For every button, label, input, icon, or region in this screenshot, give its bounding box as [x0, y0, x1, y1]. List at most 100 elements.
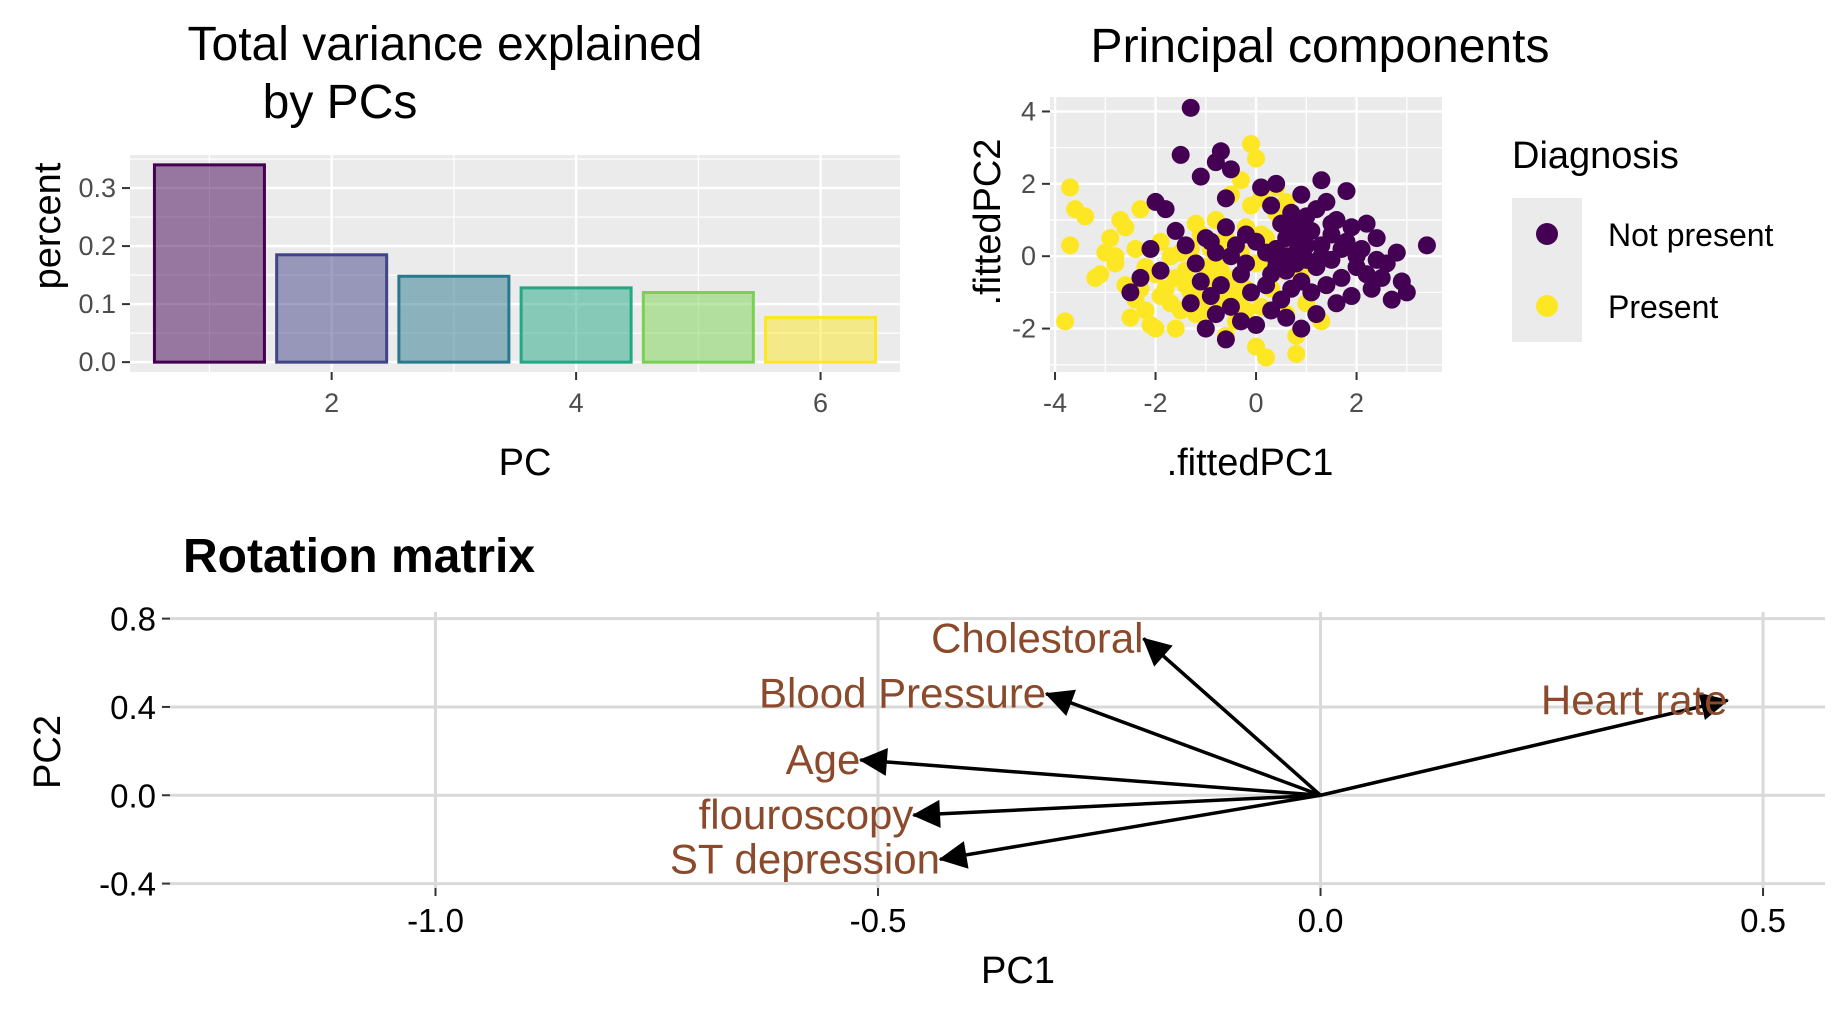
arrow-label-st-depression: ST depression	[670, 835, 940, 882]
x-tick-label: -0.5	[850, 902, 907, 939]
y-tick-label: 0.1	[78, 289, 116, 319]
point-not-present	[1196, 319, 1215, 338]
legend-key-present	[1536, 295, 1558, 317]
point-not-present	[1252, 178, 1271, 197]
point-not-present	[1141, 239, 1160, 258]
x-tick-label: 6	[813, 388, 828, 418]
diagnosis-legend: Diagnosis Not present Present	[1512, 135, 1774, 342]
point-present	[1131, 200, 1150, 219]
x-tick-label: 4	[569, 388, 584, 418]
point-not-present	[1342, 218, 1361, 237]
pca-scatter-points	[1056, 98, 1436, 367]
y-tick-label: 0.8	[110, 601, 156, 638]
point-not-present	[1307, 200, 1326, 219]
variance-chart-title-line2: by PCs	[263, 76, 418, 129]
point-not-present	[1216, 330, 1235, 349]
point-present	[1111, 211, 1130, 230]
rotation-matrix-chart: Rotation matrix Cholestoral Blood Pressur…	[27, 530, 1825, 992]
point-present	[1121, 308, 1140, 327]
point-not-present	[1166, 221, 1185, 240]
y-tick-label: 0.0	[78, 347, 116, 377]
point-present	[1086, 268, 1105, 287]
rotation-matrix-ticks: -0.4 0.0 0.4 0.8 -1.0 -0.5 0.0 0.5	[99, 601, 1786, 939]
point-not-present	[1287, 218, 1306, 237]
point-present	[1247, 149, 1266, 168]
y-tick-label: 0.3	[78, 173, 116, 203]
point-not-present	[1367, 250, 1386, 269]
arrow-cholestoral	[1142, 637, 1322, 797]
point-present	[1136, 301, 1155, 320]
y-tick-label: 2	[1021, 169, 1036, 199]
point-not-present	[1221, 297, 1240, 316]
point-not-present	[1417, 236, 1436, 255]
point-present	[1287, 344, 1306, 363]
point-not-present	[1312, 171, 1331, 190]
point-present	[1061, 178, 1080, 197]
point-not-present	[1201, 232, 1220, 251]
variance-bar-pc3	[397, 274, 511, 364]
y-tick-label: 0.4	[110, 689, 156, 726]
point-not-present	[1297, 236, 1316, 255]
point-not-present	[1317, 276, 1336, 295]
arrow-label-blood-pressure: Blood Pressure	[759, 670, 1046, 717]
point-not-present	[1337, 182, 1356, 201]
variance-bar-pc4	[519, 286, 633, 364]
point-not-present	[1191, 167, 1210, 186]
point-present	[1056, 312, 1075, 331]
point-not-present	[1367, 229, 1386, 248]
arrow-blood-pressure	[1044, 689, 1322, 797]
point-not-present	[1307, 305, 1326, 324]
point-not-present	[1382, 290, 1401, 309]
point-present	[1186, 214, 1205, 233]
variance-bar-pc5	[641, 291, 755, 364]
point-not-present	[1272, 214, 1291, 233]
arrow-label-age: Age	[786, 736, 861, 783]
y-tick-label: 0.0	[110, 777, 156, 814]
point-not-present	[1181, 98, 1200, 117]
legend-key-not-present	[1536, 223, 1558, 245]
point-not-present	[1121, 283, 1140, 302]
point-present	[1257, 348, 1276, 367]
point-not-present	[1242, 283, 1261, 302]
arrow-label-cholestoral: Cholestoral	[931, 614, 1143, 661]
variance-chart-ylabel: percent	[27, 162, 69, 289]
point-not-present	[1176, 236, 1195, 255]
variance-chart-title-line1: Total variance explained	[188, 18, 703, 71]
point-not-present	[1206, 305, 1225, 324]
arrow-st-depression	[938, 793, 1321, 869]
y-tick-label: 0	[1021, 241, 1036, 271]
variance-chart: Total variance explained by PCs 0.0 0.1 0.…	[27, 18, 900, 484]
point-not-present	[1372, 268, 1391, 287]
point-not-present	[1206, 153, 1225, 172]
legend-key-background	[1512, 198, 1582, 342]
variance-chart-xlabel: PC	[499, 442, 552, 484]
point-not-present	[1397, 283, 1416, 302]
point-not-present	[1262, 301, 1281, 320]
pca-scatter-chart: Principal components -2 0 2 4 -4 -2 0 2 .fitted…	[967, 20, 1774, 484]
point-not-present	[1237, 254, 1255, 273]
arrow-label-heart-rate: Heart rate	[1541, 676, 1728, 723]
point-present	[1126, 239, 1145, 258]
point-present	[1076, 207, 1095, 226]
y-tick-label: 0.2	[78, 231, 116, 261]
point-not-present	[1292, 319, 1311, 338]
arrow-age	[858, 748, 1321, 798]
point-not-present	[1262, 265, 1281, 284]
point-present	[1161, 247, 1180, 266]
point-not-present	[1292, 185, 1311, 204]
x-tick-label: 0	[1249, 388, 1264, 418]
point-not-present	[1156, 200, 1175, 219]
y-tick-label: -0.4	[99, 866, 156, 903]
point-present	[1101, 229, 1120, 248]
arrow-flouroscopy	[912, 793, 1321, 828]
pca-scatter-ticks: -2 0 2 4 -4 -2 0 2	[1012, 96, 1364, 418]
y-tick-label: -2	[1012, 314, 1036, 344]
arrow-heart-rate	[1320, 692, 1730, 797]
point-not-present	[1342, 287, 1361, 306]
variance-bar-pc2	[275, 253, 389, 364]
point-not-present	[1277, 308, 1296, 327]
point-not-present	[1201, 287, 1220, 306]
point-not-present	[1327, 294, 1346, 313]
point-present	[1176, 276, 1195, 295]
